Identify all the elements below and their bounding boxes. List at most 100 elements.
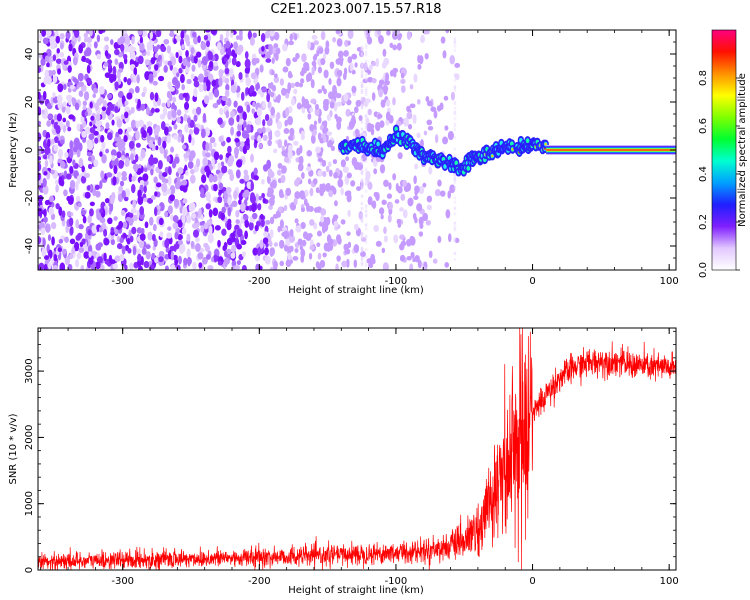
- spectrogram-noise-speckle: [215, 225, 221, 231]
- spectrogram-noise-speckle: [64, 256, 71, 266]
- spectrogram-noise-speckle: [321, 224, 326, 234]
- spectrogram-noise-speckle: [111, 154, 116, 161]
- spectrogram-noise-speckle: [61, 210, 66, 218]
- spectrogram-noise-speckle: [226, 97, 232, 107]
- spectrogram-noise-speckle: [52, 54, 57, 62]
- spectrogram-noise-speckle: [56, 48, 60, 54]
- spectrogram-noise-speckle: [87, 156, 92, 162]
- spectrogram-noise-speckle: [251, 212, 258, 220]
- spectrogram-noise-speckle: [138, 265, 143, 270]
- spectrogram-noise-speckle: [280, 174, 286, 183]
- spectrogram-noise-speckle: [76, 252, 82, 260]
- spectrogram-noise-speckle: [221, 228, 227, 236]
- spectrogram-noise-speckle: [139, 206, 144, 216]
- spectrogram-noise-speckle: [430, 106, 437, 112]
- spectrogram-noise-speckle: [157, 136, 162, 146]
- spectrogram-noise-speckle: [75, 219, 79, 229]
- spectrogram-noise-speckle: [154, 108, 160, 113]
- spectrogram-noise-speckle: [291, 97, 296, 106]
- snr-y-label: SNR (10 * v/v): [8, 413, 19, 484]
- spectrogram-noise-speckle: [152, 224, 157, 232]
- spectrogram-noise-speckle: [442, 136, 449, 145]
- spectrogram-noise-speckle: [210, 30, 217, 35]
- spectrogram-noise-speckle: [173, 198, 180, 208]
- spectrogram-noise-speckle: [204, 71, 209, 78]
- spectrogram-noise-speckle: [93, 159, 99, 168]
- spectrogram-noise-speckle: [288, 135, 293, 141]
- spectrogram-streak-cell: [360, 235, 364, 239]
- snr-x-tick-label: 100: [660, 576, 679, 587]
- spectrogram-noise-speckle: [414, 217, 418, 224]
- spectrogram-noise-speckle: [55, 35, 61, 44]
- spectrogram-noise-speckle: [230, 110, 235, 118]
- spectrogram-streak-cell: [364, 43, 368, 47]
- spectrogram-carrier-band: [546, 149, 676, 151]
- spectrogram-noise-speckle: [354, 62, 358, 68]
- spectrogram-noise-speckle: [426, 204, 432, 211]
- spectrogram-noise-speckle: [285, 57, 291, 67]
- spectrogram-streak-cell: [364, 167, 368, 171]
- spectrogram-noise-speckle: [111, 119, 115, 126]
- spectrogram-streak-cell: [453, 196, 457, 200]
- spectrogram-noise-speckle: [191, 213, 197, 219]
- spectrogram-noise-speckle: [75, 259, 79, 268]
- spectrogram-y-tick-label: -40: [24, 238, 35, 254]
- spectrogram-noise-speckle: [177, 239, 183, 245]
- spectrogram-streak-cell: [360, 261, 364, 265]
- spectrogram-noise-speckle: [243, 173, 250, 182]
- spectrogram-streak-cell: [364, 67, 368, 71]
- spectrogram-noise-speckle: [117, 90, 124, 99]
- spectrogram-noise-speckle: [136, 74, 140, 84]
- spectrogram-noise-speckle: [44, 146, 51, 156]
- spectrogram-noise-speckle: [136, 210, 140, 217]
- spectrogram-noise-speckle: [378, 79, 385, 86]
- spectrogram-noise-speckle: [287, 144, 293, 154]
- spectrogram-noise-speckle: [135, 248, 141, 255]
- spectrogram-noise-speckle: [60, 139, 65, 145]
- spectrogram-noise-speckle: [423, 130, 428, 136]
- spectrogram-noise-speckle: [154, 257, 159, 264]
- spectrogram-noise-speckle: [323, 88, 327, 95]
- spectrogram-noise-speckle: [296, 177, 301, 183]
- spectrogram-noise-speckle: [83, 37, 88, 43]
- spectrogram-noise-speckle: [234, 146, 239, 156]
- spectrogram-noise-speckle: [104, 50, 109, 57]
- spectrogram-streak-cell: [453, 251, 457, 255]
- spectrogram-noise-speckle: [217, 239, 221, 248]
- spectrogram-streak-cell: [453, 147, 457, 151]
- spectrogram-noise-speckle: [285, 231, 290, 239]
- spectrogram-noise-speckle: [365, 170, 371, 180]
- spectrogram-noise-speckle: [97, 120, 103, 127]
- spectrogram-noise-speckle: [137, 30, 143, 36]
- snr-x-axis: -300 -200 -100 0 100: [40, 328, 679, 587]
- spectrogram-noise-speckle: [427, 125, 434, 131]
- spectrogram-noise-speckle: [443, 95, 449, 101]
- spectrogram-noise-speckle: [89, 208, 94, 217]
- spectrogram-noise-speckle: [120, 114, 125, 120]
- spectrogram-noise-speckle: [121, 171, 127, 178]
- spectrogram-noise-speckle: [120, 138, 126, 148]
- spectrogram-noise-speckle: [182, 206, 188, 216]
- spectrogram-noise-speckle: [47, 138, 51, 148]
- spectrogram-streak-cell: [364, 223, 368, 227]
- spectrogram-noise-speckle: [100, 134, 105, 143]
- spectrogram-noise-speckle: [265, 127, 271, 133]
- spectrogram-noise-speckle: [261, 192, 265, 199]
- spectrogram-noise-speckle: [298, 82, 303, 88]
- spectrogram-noise-speckle: [181, 179, 188, 186]
- spectrogram-noise-speckle: [78, 44, 83, 54]
- spectrogram-noise-speckle: [317, 170, 324, 177]
- spectrogram-noise-speckle: [163, 149, 168, 159]
- spectrogram-noise-speckle: [301, 239, 307, 247]
- spectrogram-noise-speckle: [81, 130, 87, 138]
- spectrogram-noise-speckle: [449, 55, 455, 65]
- spectrogram-noise-speckle: [200, 167, 206, 174]
- spectrogram-noise-speckle: [218, 154, 223, 161]
- spectrogram-streak-cell: [364, 130, 368, 134]
- spectrogram-streak-cell: [360, 81, 364, 85]
- spectrogram-noise-speckle: [125, 216, 131, 222]
- spectrogram-noise-speckle: [89, 101, 93, 109]
- spectrogram-streak-cell: [453, 78, 457, 82]
- spectrogram-noise-speckle: [52, 92, 56, 98]
- spectrogram-noise-speckle: [252, 101, 256, 108]
